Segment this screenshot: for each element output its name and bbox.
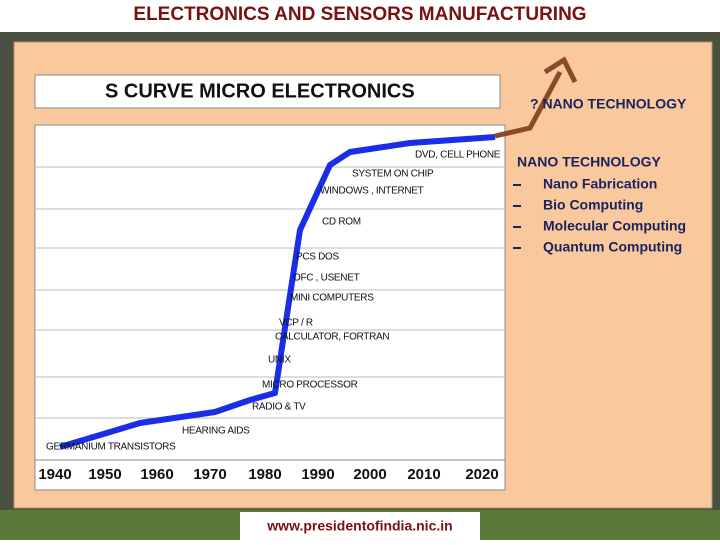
footer-box [240,512,480,540]
arrow [494,70,563,139]
milestone-label: MINI COMPUTERS [290,293,374,304]
slide-title: ELECTRONICS AND SENSORS MANUFACTURING [133,4,586,25]
plot-area [34,124,506,461]
year-label: 1960 [140,466,173,483]
milestone-label: CALCULATOR, FORTRAN [275,332,389,343]
header-band [0,0,720,32]
milestone-label: OFC , USENET [293,273,360,284]
s-curve [59,134,496,450]
arrow-head [543,56,578,84]
milestone-label: UNIX [268,355,291,366]
footer-url: www.presidentofindia.nic.in [266,518,452,534]
milestone-label: WINDOWS , INTERNET [320,186,424,197]
chart-title: S CURVE MICRO ELECTRONICS [105,80,415,102]
milestone-label: DVD, CELL PHONE [415,150,501,161]
year-label: 1940 [38,466,71,483]
milestone-label: VCP / R [279,318,313,329]
year-label: 2020 [465,466,498,483]
milestone-label: HEARING AIDS [182,426,250,437]
milestone-label: SYSTEM ON CHIP [352,169,434,180]
year-label: 2010 [407,466,440,483]
milestone-label: RADIO & TV [252,402,306,413]
year-label: 1970 [193,466,226,483]
year-label: 2000 [353,466,386,483]
year-label: 1980 [248,466,281,483]
year-box [34,459,506,491]
grid [35,166,505,419]
side-item: Nano Fabrication [543,176,657,192]
milestone-label: CD ROM [322,217,361,228]
chart-title-box [34,74,501,109]
year-label: 1990 [301,466,334,483]
side-item: Quantum Computing [543,239,682,255]
year-label: 1950 [88,466,121,483]
side-heading: NANO TECHNOLOGY [517,154,662,170]
side-item: Bio Computing [543,197,643,213]
milestone-label: PCS DOS [296,252,340,263]
side-item: Molecular Computing [543,218,686,234]
future-label: ? NANO TECHNOLOGY [530,96,687,112]
milestone-label: MICRO PROCESSOR [262,380,358,391]
milestone-label: GERMANIUM TRANSISTORS [46,442,176,453]
